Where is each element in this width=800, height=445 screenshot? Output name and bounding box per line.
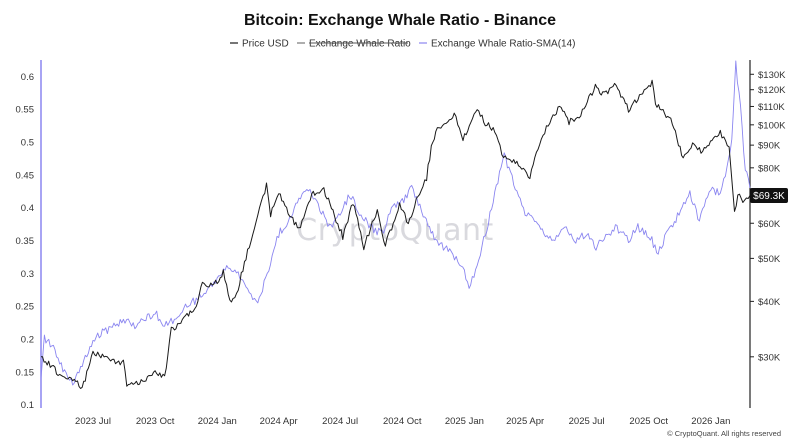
y-left-tick-label: 0.35: [16, 236, 35, 247]
y-left-tick-label: 0.5: [21, 138, 34, 149]
x-tick-label: 2025 Oct: [629, 416, 668, 427]
y-axis-right: $130K$120K$110K$100K$90K$80K$70K$60K$50K…: [750, 70, 786, 363]
y-left-tick-label: 0.55: [16, 105, 35, 116]
legend-label-sma[interactable]: Exchange Whale Ratio-SMA(14): [431, 39, 576, 50]
y-right-tick-label: $60K: [758, 219, 781, 230]
y-left-tick-label: 0.2: [21, 335, 34, 346]
y-left-tick-label: 0.1: [21, 400, 34, 411]
series-layer: [40, 60, 751, 389]
y-left-tick-label: 0.45: [16, 170, 35, 181]
y-right-tick-label: $50K: [758, 254, 781, 265]
y-right-tick-label: $130K: [758, 70, 786, 81]
y-right-tick-label: $30K: [758, 352, 781, 363]
current-price-tag: $69.3K: [750, 188, 788, 203]
x-axis: 2023 Jul 2023 Oct 2024 Jan 2024 Apr 2024 Jul…: [75, 416, 730, 427]
current-price-tag-box: [750, 188, 788, 203]
y-left-tick-label: 0.15: [16, 367, 35, 378]
y-left-tick-label: 0.6: [21, 72, 34, 83]
chart-title: Bitcoin: Exchange Whale Ratio - Binance: [244, 12, 556, 29]
y-left-tick-label: 0.4: [21, 203, 34, 214]
legend-label-price[interactable]: Price USD: [242, 39, 289, 50]
x-tick-label: 2024 Jan: [198, 416, 237, 427]
x-tick-label: 2024 Oct: [383, 416, 422, 427]
x-tick-label: 2025 Apr: [506, 416, 544, 427]
x-tick-label: 2024 Apr: [260, 416, 298, 427]
y-right-tick-label: $80K: [758, 163, 781, 174]
y-right-tick-label: $40K: [758, 297, 781, 308]
y-right-tick-label: $90K: [758, 141, 781, 152]
y-left-tick-label: 0.25: [16, 302, 35, 313]
legend-label-whale-ratio[interactable]: Exchange Whale Ratio: [309, 39, 411, 50]
legend: Price USD Exchange Whale Ratio Exchange …: [230, 39, 576, 50]
x-tick-label: 2024 Jul: [322, 416, 358, 427]
y-right-tick-label: $120K: [758, 85, 786, 96]
y-left-tick-label: 0.3: [21, 269, 34, 280]
series-line-price: [40, 79, 751, 389]
x-tick-label: 2023 Jul: [75, 416, 111, 427]
x-tick-label: 2023 Oct: [136, 416, 175, 427]
copyright-credit: © CryptoQuant. All rights reserved: [667, 429, 781, 438]
x-tick-label: 2025 Jan: [445, 416, 484, 427]
y-right-tick-label: $110K: [758, 102, 785, 113]
series-line-sma: [40, 60, 751, 386]
current-price-label: $69.3K: [753, 191, 785, 202]
y-axis-left: 0.6 0.55 0.5 0.45 0.4 0.35 0.3 0.25 0.2 0.15 0.1: [16, 72, 35, 411]
y-right-tick-label: $100K: [758, 120, 786, 131]
x-tick-label: 2025 Jul: [569, 416, 605, 427]
x-tick-label: 2026 Jan: [691, 416, 730, 427]
